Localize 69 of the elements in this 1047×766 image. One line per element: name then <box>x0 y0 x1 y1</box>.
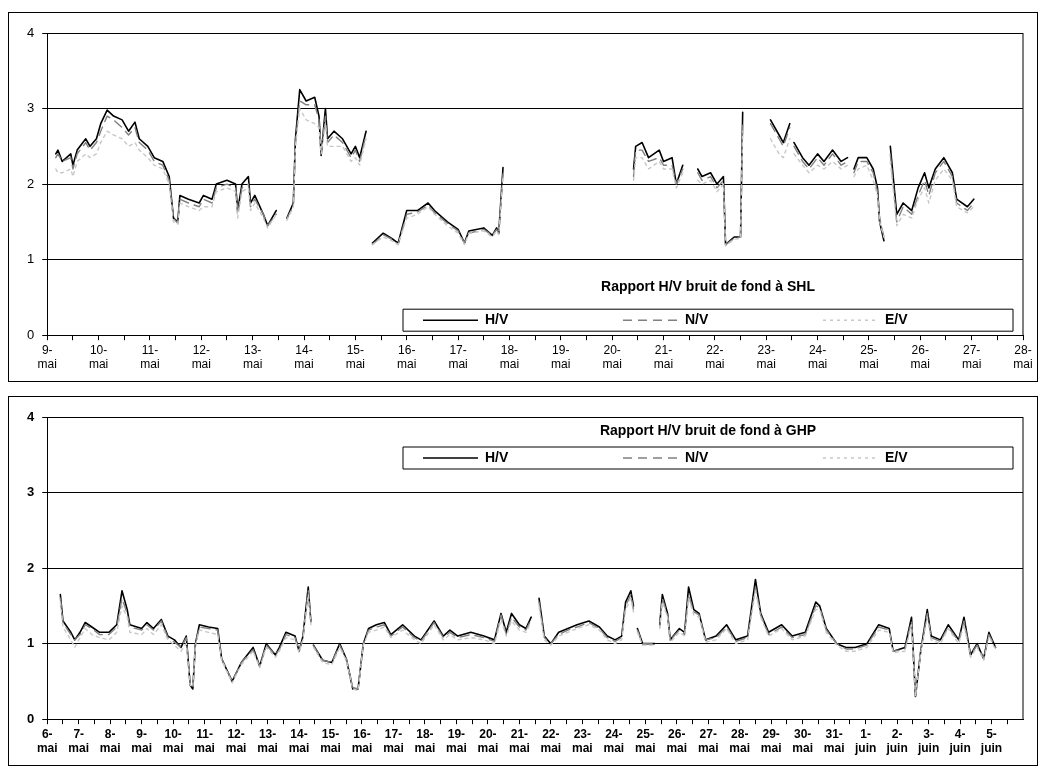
x-tick-label: 10- mai <box>88 342 109 372</box>
x-tick-label: 5- juin <box>979 726 1003 756</box>
x-tick-label: 17- mai <box>448 342 468 372</box>
x-tick-label: 24- mai <box>807 342 828 372</box>
x-tick-label: 4- juin <box>948 726 971 756</box>
x-tick-label: 22- mai <box>540 726 562 756</box>
x-tick-label: 10- mai <box>162 726 184 756</box>
x-tick-label: 24- mai <box>603 726 625 756</box>
x-tick-label: 28- mai <box>729 726 751 756</box>
x-tick-label: 19- mai <box>551 342 571 372</box>
x-tick-label: 30- mai <box>792 726 814 756</box>
x-tick-label: 16- mai <box>351 726 373 756</box>
x-tick-label: 31- mai <box>823 726 845 756</box>
y-tick-label: 0 <box>27 326 35 342</box>
legend-title: Rapport H/V bruit de fond à GHP <box>599 421 817 438</box>
x-tick-label: 29- mai <box>760 726 782 756</box>
x-tick-label: 17- mai <box>383 726 404 756</box>
x-tick-label: 13- mai <box>242 342 263 372</box>
x-tick-label: 15- mai <box>345 342 366 372</box>
y-tick-label: 3 <box>27 100 35 116</box>
x-tick-label: 9- mai <box>37 342 57 372</box>
x-tick-label: 12- mai <box>191 342 211 372</box>
x-tick-label: 20- mai <box>602 342 622 372</box>
x-tick-label: 18- mai <box>414 726 436 756</box>
x-tick-label: 2- juin <box>885 726 908 756</box>
y-tick-label: 2 <box>27 175 35 191</box>
x-tick-label: 19- mai <box>446 726 467 756</box>
x-tick-label: 25- mai <box>634 726 656 756</box>
y-tick-label: 1 <box>27 251 35 267</box>
legend-label: H/V <box>485 311 509 328</box>
x-tick-label: 21- mai <box>509 726 530 756</box>
x-tick-label: 6- mai <box>36 726 58 756</box>
x-tick-label: 21- mai <box>653 342 674 372</box>
legend-label: H/V <box>485 448 509 465</box>
x-tick-label: 23- mai <box>571 726 593 756</box>
x-tick-label: 18- mai <box>499 342 520 372</box>
y-tick-label: 3 <box>27 484 35 500</box>
legend-label: N/V <box>685 311 709 328</box>
x-tick-label: 1- juin <box>853 726 877 756</box>
x-tick-label: 11- mai <box>194 726 215 756</box>
x-tick-label: 9- mai <box>131 726 152 756</box>
x-tick-label: 3- juin <box>916 726 940 756</box>
legend-label: E/V <box>885 448 909 465</box>
x-tick-label: 15- mai <box>320 726 341 756</box>
legend-title: Rapport H/V bruit de fond à SHL <box>601 278 816 295</box>
x-tick-label: 26- mai <box>666 726 688 756</box>
x-tick-label: 16- mai <box>397 342 417 372</box>
legend-label: E/V <box>885 311 909 328</box>
x-tick-label: 7- mai <box>68 726 90 756</box>
x-tick-label: 28- mai <box>1013 342 1033 372</box>
x-tick-label: 11- mai <box>140 342 160 372</box>
x-tick-label: 26- mai <box>910 342 930 372</box>
y-tick-label: 4 <box>27 24 35 40</box>
x-tick-label: 14- mai <box>288 726 310 756</box>
x-tick-label: 12- mai <box>225 726 247 756</box>
x-tick-label: 14- mai <box>294 342 314 372</box>
x-tick-label: 27- mai <box>697 726 719 756</box>
y-tick-label: 2 <box>27 559 35 575</box>
x-tick-label: 25- mai <box>859 342 879 372</box>
x-tick-label: 27- mai <box>961 342 982 372</box>
x-tick-label: 20- mai <box>477 726 499 756</box>
x-tick-label: 8- mai <box>99 726 121 756</box>
legend-label: N/V <box>685 448 709 465</box>
x-tick-label: 13- mai <box>257 726 278 756</box>
y-tick-label: 0 <box>27 710 35 726</box>
x-tick-label: 23- mai <box>756 342 776 372</box>
y-tick-label: 1 <box>27 635 35 651</box>
x-tick-label: 22- mai <box>705 342 725 372</box>
y-tick-label: 4 <box>27 408 35 424</box>
